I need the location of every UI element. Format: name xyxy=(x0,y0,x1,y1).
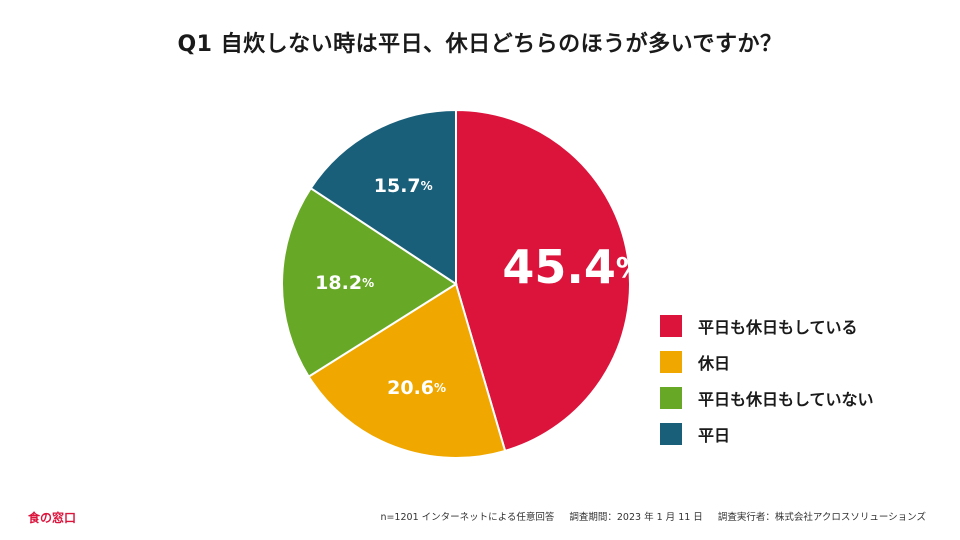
footer-period: 調査期間：2023 年 1 月 11 日 xyxy=(569,512,703,523)
slice-label: 15.7% xyxy=(374,175,433,197)
survey-footer: n=1201 インターネットによる任意回答 調査期間：2023 年 1 月 11… xyxy=(368,509,926,523)
pie-slice xyxy=(309,108,457,286)
legend-item: 平日 xyxy=(660,416,874,452)
footer-sample: n=1201 インターネットによる任意回答 xyxy=(380,512,555,523)
legend: 平日も休日もしている 休日 平日も休日もしていない 平日 xyxy=(660,308,874,452)
brand-logo: 食の窓口 xyxy=(28,511,77,525)
legend-swatch xyxy=(660,351,682,373)
legend-label: 平日も休日もしている xyxy=(698,318,858,337)
slice-label: 18.2% xyxy=(315,272,374,294)
footer-conductor: 調査実行者：株式会社アクロスソリューションズ xyxy=(717,512,926,523)
legend-label: 平日 xyxy=(698,426,731,445)
pie-slice xyxy=(455,108,631,453)
chart-title: Q1 自炊しない時は平日、休日どちらのほうが多いですか？ xyxy=(177,32,783,57)
legend-swatch xyxy=(660,387,682,409)
legend-item: 休日 xyxy=(660,344,874,380)
pie-slice xyxy=(307,282,507,459)
legend-item: 平日も休日もしている xyxy=(660,308,874,344)
legend-label: 平日も休日もしていない xyxy=(698,390,874,409)
pie-slice xyxy=(281,186,458,379)
legend-item: 平日も休日もしていない xyxy=(660,380,874,416)
slice-label: 20.6% xyxy=(387,377,446,399)
legend-label: 休日 xyxy=(698,354,731,373)
legend-swatch xyxy=(660,315,682,337)
slice-label: 45.4% xyxy=(502,240,644,294)
legend-swatch xyxy=(660,423,682,445)
